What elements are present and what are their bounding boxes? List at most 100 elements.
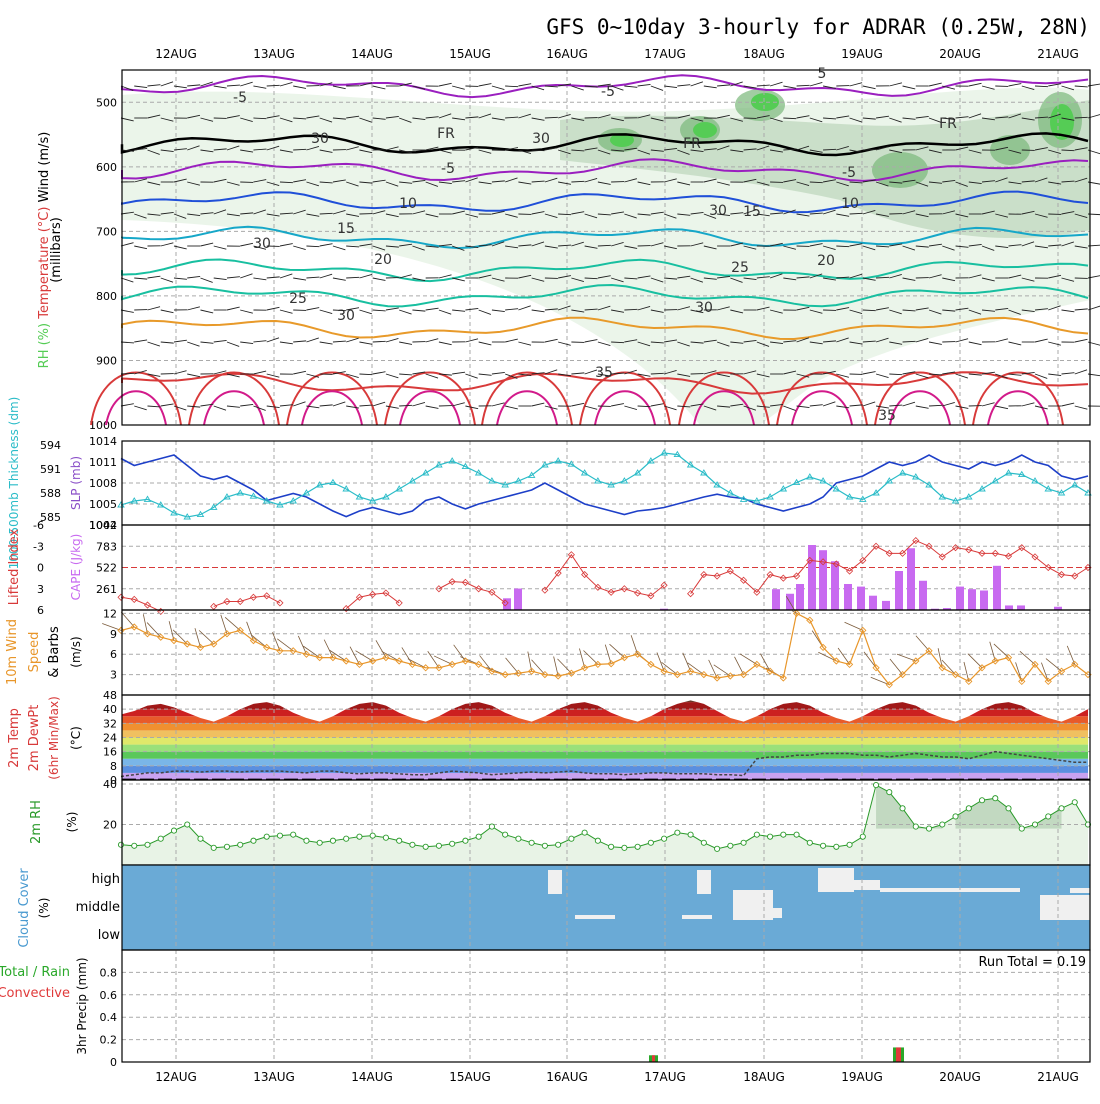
axis-label: Cloud Cover — [17, 868, 32, 948]
rh2m-marker — [158, 836, 163, 841]
legend-entry: Wind (m/s) — [37, 132, 52, 203]
rh2m-marker — [476, 834, 481, 839]
cloud-bg — [122, 865, 1090, 950]
rh2m-marker — [1006, 806, 1011, 811]
temp-band — [122, 716, 1090, 723]
rh2m-marker — [450, 841, 455, 846]
tick-label: 0.2 — [100, 1034, 118, 1047]
contour-label: 10 — [841, 196, 859, 212]
wind10-barb — [583, 651, 597, 665]
rh2m-marker — [940, 822, 945, 827]
wind10-barb — [298, 636, 306, 654]
rh2m-marker — [873, 782, 878, 787]
tick-label: 8 — [110, 760, 117, 773]
contour-label: 30 — [695, 300, 713, 316]
rh2m-marker — [304, 838, 309, 843]
tick-label: 783 — [96, 540, 117, 553]
tick-label: 700 — [96, 225, 117, 238]
date-label-bottom: 16AUG — [546, 1070, 588, 1084]
rh2m-marker — [224, 844, 229, 849]
cape-bar — [1005, 605, 1013, 610]
wind10-barb — [1041, 663, 1048, 682]
cloud-block — [1070, 888, 1090, 893]
temp-band — [122, 730, 1090, 737]
axis-label: 10m Wind — [5, 619, 20, 685]
rh2m-marker — [913, 824, 918, 829]
axis-label: Speed — [27, 632, 42, 673]
rh2m-marker — [1072, 800, 1077, 805]
cape-bar — [919, 581, 927, 610]
date-label-top: 19AUG — [841, 47, 883, 61]
contour-label: 15 — [337, 221, 355, 237]
contour-label: 10 — [399, 196, 417, 212]
rh2m-marker — [1032, 822, 1037, 827]
date-label-top: 12AUG — [155, 47, 197, 61]
tick-label: 800 — [96, 290, 117, 303]
tick-label: 1000 — [89, 419, 117, 432]
axis-label: CAPE (J/kg) — [69, 534, 83, 601]
rh2m-marker — [794, 832, 799, 837]
contour-label: 20 — [374, 252, 392, 268]
date-label-top: 13AUG — [253, 47, 295, 61]
cloud-level-label: middle — [76, 900, 120, 915]
axis-label: (%) — [65, 812, 79, 833]
rh2m-marker — [436, 843, 441, 848]
temp-band — [122, 723, 1090, 730]
rh2m-marker — [489, 824, 494, 829]
rh2m-marker — [1019, 826, 1024, 831]
cloud-block — [840, 880, 880, 890]
contour-label: 35 — [595, 365, 613, 381]
rh2m-marker — [648, 840, 653, 845]
rh2m-marker — [767, 834, 772, 839]
wind10-barb — [683, 653, 691, 671]
rh2m-marker — [926, 826, 931, 831]
rh2m-marker — [330, 838, 335, 843]
legend-entry: Total / Rain — [0, 965, 70, 980]
cloud-block — [697, 870, 711, 894]
tick-label: 1011 — [89, 456, 117, 469]
axis-label: 3hr Precip (mm) — [75, 957, 89, 1054]
cloud-block — [880, 888, 1020, 892]
rh2m-marker — [423, 844, 428, 849]
rh2m-marker — [118, 842, 123, 847]
tick-label: -6 — [33, 519, 44, 532]
tick-label: 591 — [40, 463, 61, 476]
tick-label: 0 — [110, 1056, 117, 1069]
wind10-barb — [890, 659, 903, 675]
li-line — [121, 597, 161, 611]
tick-label: 0.8 — [100, 966, 118, 979]
wind10-barb — [994, 644, 1009, 658]
wind10-barb — [121, 612, 134, 627]
cloud-block — [575, 915, 615, 919]
rh2m-marker — [887, 790, 892, 795]
rh2m-marker — [635, 844, 640, 849]
rh2m-marker — [516, 836, 521, 841]
rh2m-marker — [1059, 806, 1064, 811]
tick-label: 1044 — [89, 519, 117, 532]
contour-label: FR — [437, 126, 455, 142]
date-label-top: 17AUG — [644, 47, 686, 61]
cloud-block — [733, 890, 773, 920]
rh2m-peak-area — [956, 798, 1062, 828]
rh2m-marker — [953, 814, 958, 819]
tick-label: 0.6 — [100, 989, 118, 1002]
tick-label: 9 — [110, 628, 117, 641]
rh2m-marker — [820, 843, 825, 848]
rh2m-marker — [277, 833, 282, 838]
rh2m-marker — [145, 842, 150, 847]
date-label-top: 20AUG — [939, 47, 981, 61]
date-label-top: 15AUG — [449, 47, 491, 61]
rh2m-marker — [728, 843, 733, 848]
wind10-barb — [225, 617, 240, 630]
tick-label: 40 — [103, 703, 117, 716]
cape-bar — [993, 566, 1001, 610]
rh2m-marker — [900, 806, 905, 811]
tick-label: 594 — [40, 439, 61, 452]
cloud-block — [682, 915, 712, 919]
wind10-barb — [169, 621, 174, 640]
tick-label: 3 — [110, 669, 117, 682]
tick-label: 0 — [37, 562, 44, 575]
axis-label: (°C) — [69, 726, 83, 750]
cape-bar — [869, 596, 877, 610]
li-line — [214, 596, 280, 607]
